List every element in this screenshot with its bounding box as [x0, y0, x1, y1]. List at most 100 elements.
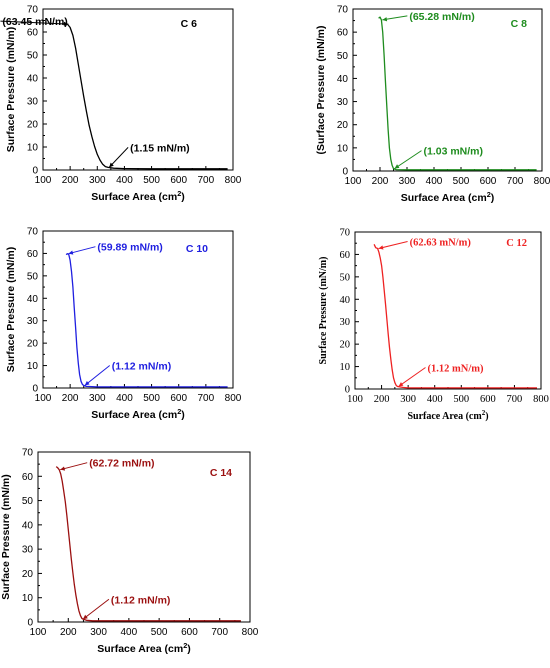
annotation-label: (1.12 mN/m) [112, 360, 172, 372]
y-tick-label: 10 [22, 593, 34, 604]
panel-label: C 8 [511, 18, 528, 30]
x-tick-label: 300 [399, 176, 416, 187]
y-tick-label: 70 [340, 228, 351, 239]
x-tick-label: 400 [426, 176, 443, 187]
x-tick-label: 300 [89, 393, 106, 404]
y-tick-label: 10 [337, 143, 349, 154]
annotation-label: (59.89 mN/m) [97, 242, 162, 254]
x-tick-label: 800 [242, 627, 259, 638]
annotation-label: (1.03 mN/m) [424, 146, 484, 158]
x-tick-label: 500 [143, 175, 160, 186]
y-tick-label: 70 [27, 5, 39, 16]
x-tick-label: 100 [345, 176, 362, 187]
x-tick-label: 200 [60, 627, 77, 638]
x-tick-label: 200 [372, 176, 389, 187]
x-tick-label: 200 [62, 393, 79, 404]
x-tick-label: 400 [427, 394, 443, 405]
x-tick-label: 700 [198, 393, 215, 404]
annotation-arrowhead [382, 17, 388, 22]
series-line [62, 23, 228, 170]
annotation-arrow [84, 365, 111, 386]
y-axis-label: (Surface Pressure (mN/m) [315, 26, 327, 155]
panel-label: C 10 [186, 243, 208, 255]
y-tick-label: 20 [340, 340, 351, 351]
panel-label: C 12 [506, 238, 527, 249]
x-tick-label: 400 [116, 175, 133, 186]
annotation-label: (62.72 mN/m) [89, 458, 154, 470]
y-tick-label: 30 [22, 545, 34, 556]
x-tick-label: 600 [181, 627, 198, 638]
y-axis-label: Surface Pressure (mN/m) [0, 474, 12, 599]
chart-panel: 100 200 300 400 500 600 700 800 0 10 20 30 40 50 60 70 S… [5, 227, 242, 422]
x-tick-label: 600 [170, 393, 187, 404]
y-tick-label: 10 [27, 361, 39, 372]
y-tick-label: 10 [340, 362, 351, 373]
x-axis-label: Surface Area (cm2) [401, 190, 495, 205]
annotation-label: (1.15 mN/m) [130, 142, 190, 154]
x-tick-label: 800 [225, 393, 242, 404]
x-tick-label: 100 [30, 627, 47, 638]
x-tick-label: 800 [225, 175, 242, 186]
series-line [373, 244, 537, 389]
y-tick-label: 50 [337, 51, 349, 62]
series-line [65, 253, 228, 388]
annotation-arrow [82, 598, 110, 620]
y-tick-label: 30 [27, 97, 39, 108]
y-tick-label: 20 [22, 569, 34, 580]
x-tick-label: 800 [533, 394, 549, 405]
annotation-arrow [398, 367, 426, 387]
x-axis-label: Surface Area (cm2) [91, 189, 185, 204]
annotation-arrow [68, 246, 96, 255]
annotation-arrow [0, 20, 69, 25]
annotation-arrowhead [68, 250, 74, 255]
annotation-arrow [378, 241, 408, 250]
y-tick-label: 40 [22, 520, 34, 531]
x-axis-label: Surface Area (cm2) [407, 409, 488, 422]
annotation-label: (63.45 mN/m) [2, 16, 67, 28]
y-tick-label: 30 [340, 317, 351, 328]
y-tick-label: 20 [27, 339, 39, 350]
x-tick-label: 700 [198, 175, 215, 186]
y-tick-label: 70 [337, 5, 349, 16]
x-axis-label: Surface Area (cm2) [97, 641, 191, 656]
y-tick-label: 40 [340, 295, 351, 306]
x-tick-label: 600 [480, 394, 496, 405]
y-tick-label: 60 [27, 249, 39, 260]
annotation-arrowhead [82, 614, 88, 620]
x-tick-label: 500 [453, 394, 469, 405]
y-tick-label: 30 [337, 97, 349, 108]
y-axis-label: Surface Pressure (mN/m) [318, 257, 329, 365]
x-tick-label: 800 [534, 176, 550, 187]
y-tick-label: 70 [27, 227, 39, 238]
series-line [55, 466, 241, 622]
x-tick-label: 100 [347, 394, 363, 405]
y-tick-label: 0 [27, 618, 33, 629]
chart-panel: 100 200 300 400 500 600 700 800 0 10 20 30 40 50 60 70 S… [0, 5, 242, 204]
annotation-arrow [108, 147, 129, 168]
x-tick-label: 500 [151, 627, 168, 638]
y-tick-label: 50 [340, 272, 351, 283]
x-tick-label: 100 [35, 175, 52, 186]
y-axis-label: Surface Pressure (mN/m) [5, 247, 17, 372]
y-tick-label: 20 [337, 120, 349, 131]
x-axis-label: Surface Area (cm2) [91, 407, 185, 422]
annotation-label: (65.28 mN/m) [409, 11, 474, 23]
series-line [378, 16, 537, 171]
x-tick-label: 700 [211, 627, 228, 638]
y-tick-label: 50 [27, 271, 39, 282]
x-tick-label: 700 [507, 176, 524, 187]
annotation-arrowhead [60, 466, 66, 471]
annotation-label: (1.12 mN/m) [111, 594, 171, 606]
annotation-arrowhead [378, 245, 384, 250]
y-tick-label: 70 [22, 448, 34, 459]
y-tick-label: 60 [27, 28, 39, 39]
y-tick-label: 0 [32, 384, 38, 395]
x-tick-label: 600 [170, 175, 187, 186]
annotation-arrowhead [398, 382, 404, 387]
annotation-arrow [394, 150, 422, 170]
x-tick-label: 300 [90, 627, 107, 638]
annotation-arrow [60, 462, 88, 471]
y-tick-label: 50 [27, 51, 39, 62]
y-tick-label: 60 [340, 250, 351, 261]
